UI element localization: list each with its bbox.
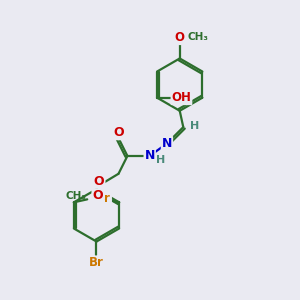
Text: Br: Br — [89, 256, 104, 269]
Text: CH₃: CH₃ — [65, 191, 86, 201]
Text: O: O — [92, 189, 103, 202]
Text: N: N — [145, 149, 155, 162]
Text: O: O — [113, 126, 124, 139]
Text: CH₃: CH₃ — [187, 32, 208, 42]
Text: Br: Br — [96, 192, 111, 205]
Text: N: N — [162, 137, 172, 150]
Text: O: O — [94, 175, 104, 188]
Text: H: H — [156, 154, 166, 164]
Text: H: H — [190, 121, 199, 130]
Text: O: O — [175, 31, 185, 44]
Text: OH: OH — [172, 91, 191, 104]
